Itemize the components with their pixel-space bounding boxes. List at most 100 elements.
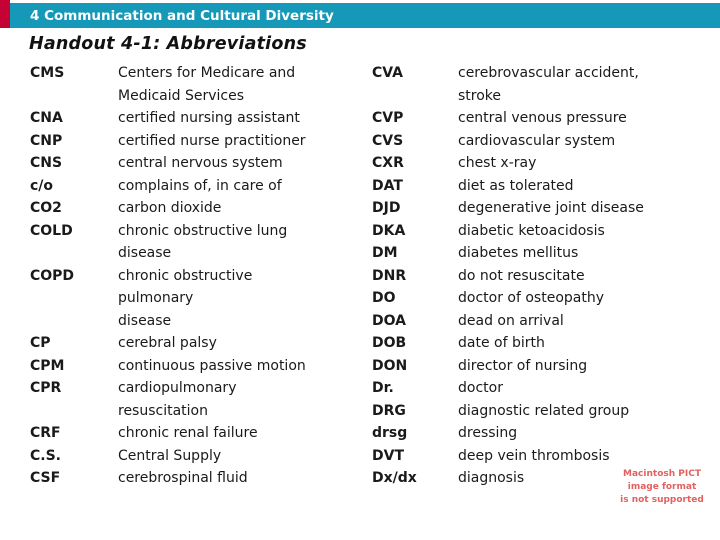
abbreviation-row: CO2 carbon dioxide <box>30 197 372 220</box>
abbreviation-row: CVS cardiovascular system <box>372 130 712 153</box>
abbreviation-cell: DOB <box>372 335 407 351</box>
abbreviation-table: CMS Centers for Medicare and Medicaid Serv… <box>30 62 712 490</box>
definition-cell: continuous passive motion <box>118 357 306 374</box>
definition-cell: deep vein thrombosis <box>458 447 610 464</box>
abbreviation-cell: c/o <box>30 177 54 194</box>
abbreviation-row: DO doctor of osteopathy <box>372 287 712 310</box>
abbreviation-row: DJD degenerative joint disease <box>372 197 712 220</box>
definition-cell: diagnosis <box>458 470 525 486</box>
abbreviation-cell: DNR <box>372 267 407 284</box>
abbreviation-cell: DON <box>372 357 408 374</box>
abbreviation-cell: CVP <box>372 110 404 126</box>
definition-cell: chronic obstructive lung disease <box>118 222 288 262</box>
abbreviation-cell: CO2 <box>30 200 62 216</box>
definition-cell: diabetic ketoacidosis <box>458 222 605 239</box>
definition-cell: diagnostic related group <box>458 402 630 419</box>
definition-cell: doctor <box>458 380 503 396</box>
abbreviation-cell: CRF <box>30 425 61 441</box>
abbreviation-row: CNS central nervous system <box>30 152 372 175</box>
abbreviation-row: DVT deep vein thrombosis <box>372 445 712 468</box>
definition-cell: cardiopulmonary resuscitation <box>118 380 237 419</box>
abbreviation-cell: CPR <box>30 380 62 396</box>
abbreviation-cell: CSF <box>30 470 61 486</box>
abbreviation-row: DOB date of birth <box>372 332 712 355</box>
abbreviation-cell: Dr. <box>372 380 394 396</box>
abbreviation-cell: CNP <box>30 132 63 149</box>
abbreviation-cell: CVA <box>372 65 403 81</box>
abbreviation-row: COLD chronic obstructive lung disease <box>30 220 372 265</box>
abbreviation-row: DON director of nursing <box>372 355 712 378</box>
abbreviation-row: CXR chest x-ray <box>372 152 712 175</box>
definition-cell: cerebrovascular accident, stroke <box>458 65 639 104</box>
abbreviation-cell: DOA <box>372 312 406 329</box>
abbreviation-cell: CP <box>30 335 51 351</box>
abbreviation-cell: DJD <box>372 200 401 216</box>
abbreviation-row: Dx/dx diagnosis <box>372 467 712 490</box>
abbreviation-cell: CMS <box>30 65 65 81</box>
abbreviation-cell: COLD <box>30 222 73 239</box>
abbreviation-row: DOA dead on arrival <box>372 310 712 333</box>
abbreviation-cell: CPM <box>30 357 65 374</box>
abbreviation-row: CNA certified nursing assistant <box>30 107 372 130</box>
abbreviation-cell: COPD <box>30 267 75 284</box>
abbreviation-cell: DRG <box>372 402 406 419</box>
abbreviation-row: DM diabetes mellitus <box>372 242 712 265</box>
abbreviation-row: DRG diagnostic related group <box>372 400 712 423</box>
definition-cell: date of birth <box>458 335 545 351</box>
abbreviation-row: C.S. Central Supply <box>30 445 372 468</box>
definition-cell: central venous pressure <box>458 110 627 126</box>
definition-cell: certified nurse practitioner <box>118 132 306 149</box>
abbreviation-row: CPM continuous passive motion <box>30 355 372 378</box>
abbreviation-row: CMS Centers for Medicare and Medicaid Serv… <box>30 62 372 107</box>
accent-rectangle <box>0 0 10 28</box>
abbreviation-cell: CNS <box>30 155 63 171</box>
definition-cell: doctor of osteopathy <box>458 290 604 306</box>
abbreviation-cell: CXR <box>372 155 404 171</box>
definition-cell: Centers for Medicare and Medicaid Service… <box>118 65 296 104</box>
definition-cell: diet as tolerated <box>458 177 574 194</box>
pict-unsupported-notice: Macintosh PICT image format is not support… <box>620 469 704 505</box>
abbreviation-row: CSF cerebrospinal fluid <box>30 467 372 490</box>
abbreviation-row: DAT diet as tolerated <box>372 175 712 198</box>
definition-cell: cerebrospinal fluid <box>118 470 248 486</box>
abbreviation-row: COPD chronic obstructive pulmonary disease <box>30 265 372 333</box>
abbreviation-row: DKA diabetic ketoacidosis <box>372 220 712 243</box>
abbreviation-row: CRF chronic renal failure <box>30 422 372 445</box>
abbreviation-cell: DM <box>372 245 398 261</box>
abbreviation-row: CPR cardiopulmonary resuscitation <box>30 377 372 422</box>
abbreviation-column-right: CVA cerebrovascular accident, stroke CVP cen… <box>372 62 712 490</box>
definition-cell: director of nursing <box>458 357 588 374</box>
abbreviation-row: CVP central venous pressure <box>372 107 712 130</box>
definition-cell: cardiovascular system <box>458 132 616 149</box>
page-title: Handout 4-1: Abbreviations <box>29 34 307 54</box>
chapter-header-label: 4 Communication and Cultural Diversity <box>30 7 334 24</box>
definition-cell: diabetes mellitus <box>458 245 579 261</box>
abbreviation-row: DNR do not resuscitate <box>372 265 712 288</box>
definition-cell: chest x-ray <box>458 155 537 171</box>
definition-cell: chronic renal failure <box>118 425 258 441</box>
abbreviation-cell: drsg <box>372 425 408 441</box>
abbreviation-cell: DO <box>372 290 396 306</box>
abbreviation-row: CVA cerebrovascular accident, stroke <box>372 62 712 107</box>
abbreviation-row: c/o complains of, in care of <box>30 175 372 198</box>
abbreviation-cell: C.S. <box>30 447 61 464</box>
abbreviation-cell: DAT <box>372 177 403 194</box>
definition-cell: dressing <box>458 425 518 441</box>
definition-cell: carbon dioxide <box>118 200 222 216</box>
definition-cell: complains of, in care of <box>118 177 282 194</box>
abbreviation-cell: Dx/dx <box>372 470 417 486</box>
abbreviation-cell: CNA <box>30 110 63 126</box>
abbreviation-cell: CVS <box>372 132 404 149</box>
abbreviation-row: CP cerebral palsy <box>30 332 372 355</box>
chapter-header-bar: 4 Communication and Cultural Diversity <box>0 3 720 28</box>
definition-cell: cerebral palsy <box>118 335 217 351</box>
definition-cell: Central Supply <box>118 447 222 464</box>
definition-cell: do not resuscitate <box>458 267 585 284</box>
abbreviation-cell: DKA <box>372 222 406 239</box>
definition-cell: degenerative joint disease <box>458 200 644 216</box>
abbreviation-row: Dr. doctor <box>372 377 712 400</box>
abbreviation-row: CNP certified nurse practitioner <box>30 130 372 153</box>
abbreviation-cell: DVT <box>372 447 405 464</box>
definition-cell: dead on arrival <box>458 312 564 329</box>
